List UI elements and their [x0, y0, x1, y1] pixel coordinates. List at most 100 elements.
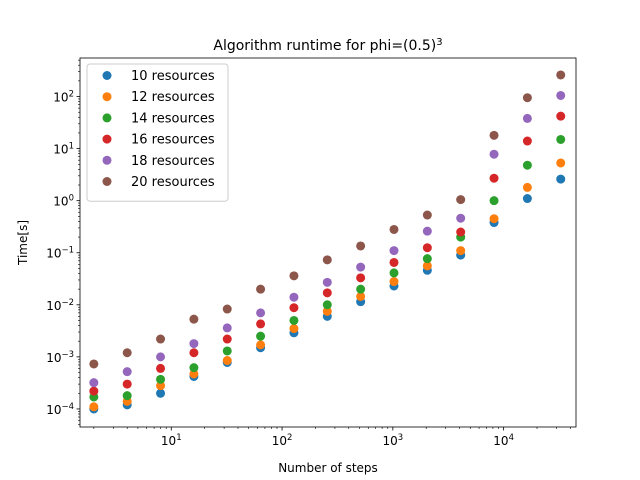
data-point — [456, 246, 466, 256]
data-point — [322, 288, 332, 298]
y-tick-label: 10−1 — [46, 246, 74, 261]
y-axis-label: Time[s] — [16, 220, 30, 266]
data-point — [356, 284, 366, 294]
data-point — [89, 378, 99, 388]
legend-label: 20 resources — [131, 175, 215, 190]
data-point — [222, 304, 232, 314]
data-point — [489, 196, 499, 206]
legend-marker — [102, 155, 112, 165]
data-point — [522, 194, 532, 204]
data-point — [489, 173, 499, 183]
data-point — [422, 261, 432, 271]
data-point — [389, 257, 399, 267]
data-point — [522, 160, 532, 170]
legend-label: 14 resources — [131, 111, 215, 126]
data-point — [256, 284, 266, 294]
series-5 — [89, 90, 566, 388]
legend-marker — [102, 113, 112, 123]
data-point — [456, 213, 466, 223]
legend-label: 12 resources — [131, 90, 215, 105]
y-tick-label: 101 — [53, 142, 74, 157]
legend-item: 14 resources — [102, 111, 215, 126]
scatter-points — [89, 70, 566, 414]
data-point — [89, 359, 99, 369]
data-point — [389, 268, 399, 278]
legend-item: 12 resources — [102, 90, 215, 105]
data-point — [222, 323, 232, 333]
legend-marker — [102, 71, 112, 80]
data-point — [122, 367, 132, 377]
data-point — [89, 402, 99, 412]
x-tick-label: 102 — [272, 433, 293, 448]
series-6 — [89, 70, 566, 369]
data-point — [189, 348, 199, 358]
legend-label: 18 resources — [131, 154, 215, 169]
series-4 — [89, 111, 566, 396]
data-point — [222, 346, 232, 356]
data-point — [489, 130, 499, 140]
data-point — [156, 334, 166, 344]
data-point — [156, 352, 166, 362]
data-point — [522, 113, 532, 123]
legend-item: 10 resources — [102, 69, 215, 84]
series-3 — [89, 134, 566, 402]
legend-item: 16 resources — [102, 133, 215, 148]
data-point — [422, 210, 432, 220]
data-point — [389, 277, 399, 287]
y-tick-label: 10−4 — [46, 402, 74, 417]
data-point — [456, 195, 466, 205]
data-point — [122, 348, 132, 358]
legend-item: 20 resources — [102, 175, 215, 190]
data-point — [189, 314, 199, 324]
data-point — [256, 340, 266, 350]
data-point — [256, 331, 266, 341]
data-point — [89, 386, 99, 396]
data-point — [456, 227, 466, 237]
data-point — [422, 243, 432, 253]
y-axis-ticks: 10−4 10−3 10−2 10−1 100 101 102 — [46, 59, 80, 425]
data-point — [422, 226, 432, 236]
chart-title-exponent: 3 — [436, 37, 442, 48]
data-point — [522, 182, 532, 192]
x-tick-label: 101 — [161, 433, 182, 448]
chart-title: Algorithm runtime for phi=(0.5)3 — [213, 37, 442, 55]
x-axis-ticks: 101 102 103 104 — [93, 427, 571, 448]
data-point — [322, 277, 332, 287]
data-point — [289, 303, 299, 313]
data-point — [156, 388, 166, 398]
data-point — [356, 262, 366, 272]
data-point — [522, 136, 532, 146]
data-point — [289, 271, 299, 281]
data-point — [389, 224, 399, 234]
legend-marker — [102, 134, 112, 144]
data-point — [556, 70, 566, 80]
data-point — [256, 319, 266, 329]
plot-area-frame — [79, 57, 577, 428]
data-point — [356, 291, 366, 301]
data-point — [556, 134, 566, 144]
data-point — [389, 246, 399, 256]
data-point — [122, 379, 132, 389]
data-point — [156, 363, 166, 373]
data-point — [289, 292, 299, 302]
data-point — [156, 374, 166, 384]
data-point — [322, 255, 332, 265]
y-tick-label: 102 — [53, 90, 74, 105]
data-point — [222, 334, 232, 344]
legend-label: 16 resources — [131, 133, 215, 148]
data-point — [422, 254, 432, 264]
data-point — [489, 214, 499, 224]
y-tick-label: 10−2 — [46, 298, 74, 313]
legend-item: 18 resources — [102, 154, 215, 169]
data-point — [322, 300, 332, 310]
data-point — [256, 308, 266, 318]
chart-title-main: Algorithm runtime for phi=(0.5) — [213, 38, 436, 54]
data-point — [356, 273, 366, 283]
data-point — [322, 306, 332, 316]
data-point — [489, 149, 499, 159]
data-point — [556, 158, 566, 168]
x-tick-label: 103 — [382, 433, 403, 448]
data-point — [356, 241, 366, 251]
data-point — [289, 315, 299, 325]
legend-label: 10 resources — [131, 69, 215, 84]
